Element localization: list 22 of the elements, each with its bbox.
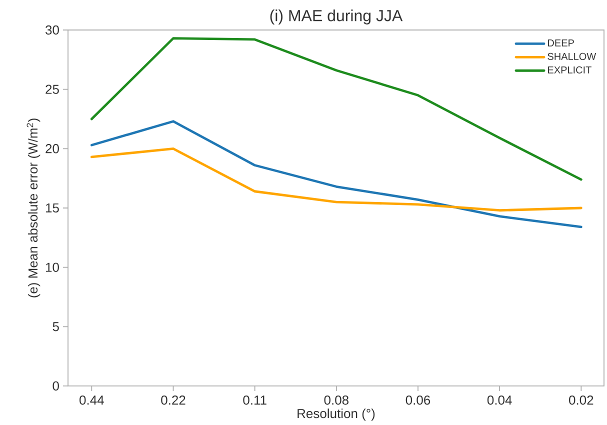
y-tick-label: 10 — [46, 262, 59, 272]
y-axis-title: (e) Mean absolute error (W/m$^{2}$) — [26, 118, 40, 298]
y-tick-label: 15 — [46, 203, 59, 213]
y-tick-label: 20 — [46, 144, 59, 154]
x-tick-label: 0.06 — [406, 396, 430, 405]
y-tick-label: 25 — [46, 84, 59, 94]
y-tick-label: 5 — [52, 322, 59, 332]
x-axis-title: Resolution (°) — [298, 408, 375, 421]
x-tick-label: 0.44 — [80, 396, 104, 405]
y-tick-label: 0 — [52, 381, 59, 391]
legend-label: EXPLICIT — [548, 66, 592, 74]
x-tick-label: 0.22 — [161, 396, 186, 405]
x-tick-label: 0.04 — [487, 396, 512, 405]
legend-label: DEEP — [548, 40, 574, 46]
x-tick-label: 0.08 — [324, 396, 348, 405]
line-series — [90, 147, 582, 212]
chart-title: (i) MAE during JJA — [270, 10, 403, 24]
line-series — [90, 120, 582, 228]
legend-label: SHALLOW — [548, 52, 596, 60]
x-tick-label: 0.11 — [243, 396, 266, 405]
y-tick-label: 30 — [46, 25, 59, 35]
x-tick-label: 0.02 — [569, 396, 594, 405]
